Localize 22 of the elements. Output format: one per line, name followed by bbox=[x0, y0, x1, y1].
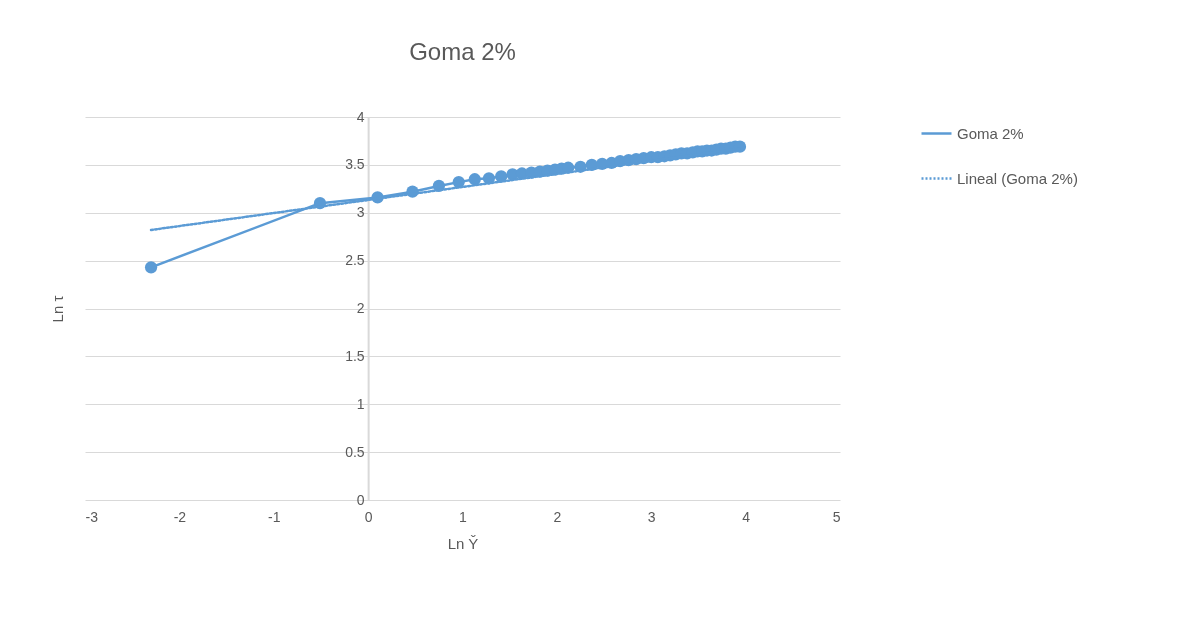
x-axis-title: Ln Y̌ bbox=[447, 534, 479, 552]
y-tick-label: 2.5 bbox=[345, 252, 365, 269]
legend-label: Lineal (Goma 2%) bbox=[957, 169, 1078, 187]
chart-title: Goma 2% bbox=[409, 38, 516, 65]
y-tick-label: 1 bbox=[356, 395, 365, 412]
x-tick-label: -2 bbox=[173, 508, 187, 525]
y-tick-label: 0 bbox=[356, 491, 365, 508]
y-tick-label: 1.5 bbox=[345, 347, 365, 364]
x-tick-label: 5 bbox=[832, 508, 841, 525]
x-tick-label: 4 bbox=[742, 508, 751, 525]
x-tick-label: -3 bbox=[85, 508, 99, 525]
y-tick-label: 0.5 bbox=[345, 443, 365, 460]
y-tick-label: 3.5 bbox=[345, 156, 365, 173]
x-tick-label: 3 bbox=[647, 508, 656, 525]
legend-label: Goma 2% bbox=[957, 124, 1024, 142]
x-tick-label: 2 bbox=[553, 508, 562, 525]
y-tick-label: 4 bbox=[356, 108, 365, 125]
y-tick-label: 3 bbox=[356, 204, 365, 221]
x-tick-label: 1 bbox=[459, 508, 468, 525]
x-tick-label: -1 bbox=[268, 508, 281, 525]
y-tick-label: 2 bbox=[356, 300, 365, 316]
y-axis-title: Ln τ bbox=[48, 295, 66, 323]
